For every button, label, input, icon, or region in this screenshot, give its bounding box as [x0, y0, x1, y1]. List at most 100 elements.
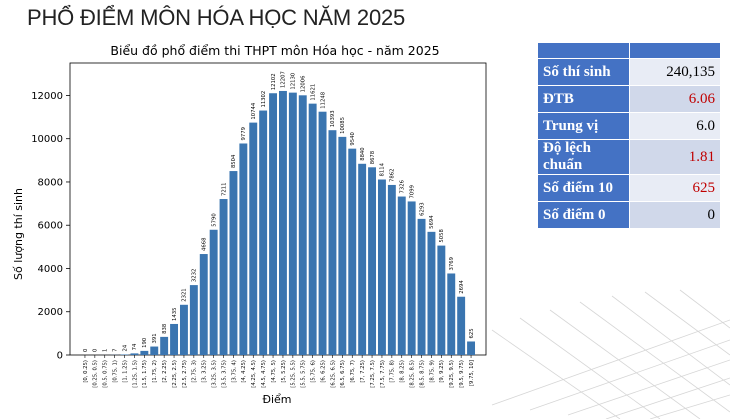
bar-data-label: 5694 [429, 215, 435, 229]
score-distribution-chart: Biểu đồ phổ điểm thi THPT môn Hóa học - … [12, 43, 487, 406]
x-tick-label: [7, 7.25) [360, 360, 366, 383]
x-tick-label: [1.5, 1.75) [142, 360, 148, 388]
chart-bar [368, 167, 377, 355]
x-tick-label: [3, 3.25) [202, 360, 208, 383]
x-tick-label: [3.5, 3.75) [221, 360, 227, 388]
x-tick-label: [6.5, 6.75) [340, 360, 346, 388]
x-tick-label: [8.25, 8.5) [409, 360, 415, 388]
x-tick-label: [8, 8.25) [400, 360, 406, 383]
stats-label: ĐTB [537, 85, 630, 113]
bar-data-label: 5058 [439, 228, 445, 242]
bar-data-label: 2694 [459, 280, 465, 294]
bar-data-label: 7211 [221, 183, 227, 196]
bar-data-label: 7 [112, 348, 118, 351]
chart-bar [447, 273, 456, 355]
chart-bar [150, 346, 159, 355]
chart-bar [318, 111, 327, 355]
chart-bar [170, 323, 179, 355]
bar-data-label: 2321 [182, 288, 188, 301]
x-tick-label: [3.25, 3.5) [211, 360, 217, 388]
x-tick-label: [2, 2.25) [162, 360, 168, 383]
y-tick-label: 2000 [38, 307, 63, 318]
x-tick-label: [5.75, 6) [310, 360, 316, 383]
x-tick-label: [0.25, 0.5) [93, 360, 99, 388]
stats-row-median: Trung vị 6.0 [537, 112, 721, 140]
plot-frame [69, 62, 487, 356]
chart-bar [160, 336, 169, 355]
chart-bar [140, 350, 149, 355]
x-tick-label: [9.25, 9.5) [449, 360, 455, 388]
x-tick-label: [2.5, 2.75) [182, 360, 188, 388]
bar-data-label: 391 [152, 333, 158, 343]
chart-bar [338, 136, 347, 355]
bar-data-label: 8678 [370, 150, 376, 164]
bar-data-label: 10744 [251, 102, 257, 119]
x-tick-label: [1, 1.25) [122, 360, 128, 383]
x-tick-label: [0, 0.25) [83, 360, 89, 383]
chart-bar [437, 245, 446, 355]
chart-bar [407, 201, 416, 355]
x-tick-label: [1.75, 2) [152, 360, 158, 383]
stats-label: Độ lệch chuẩn [537, 139, 630, 175]
stats-header-cell [628, 42, 721, 59]
stats-row-candidates: Số thí sinh 240,135 [537, 58, 721, 86]
chart-bar [189, 285, 198, 355]
x-tick-label: [1.25, 1.5) [132, 360, 138, 388]
chart-bar [328, 130, 337, 355]
bar-data-label: 8114 [380, 162, 386, 176]
chart-bar [457, 296, 466, 355]
stats-value: 6.0 [628, 112, 721, 140]
stats-value: 625 [628, 174, 721, 202]
x-tick-label: [3.75, 4) [231, 360, 237, 383]
x-tick-label: [6.25, 6.5) [330, 360, 336, 388]
bar-data-label: 3232 [192, 269, 198, 282]
chart-bar [249, 122, 258, 355]
y-tick-label: 6000 [38, 221, 63, 232]
chart-bar [219, 199, 228, 355]
x-tick-label: [2.75, 3) [192, 360, 198, 383]
chart-bar [259, 110, 268, 355]
stats-value: 1.81 [628, 139, 721, 175]
bar-data-label: 1435 [172, 307, 178, 320]
chart-bar [179, 304, 188, 355]
x-tick-label: [4.25, 4.5) [251, 360, 257, 388]
bar-data-label: 7862 [390, 168, 396, 181]
slide-title: PHỔ ĐIỂM MÔN HÓA HỌC NĂM 2025 [27, 5, 406, 30]
chart-bar [209, 229, 218, 355]
y-tick-label: 12000 [31, 91, 63, 102]
stats-table: Số thí sinh 240,135 ĐTB 6.06 Trung vị 6.… [537, 42, 721, 229]
chart-bar [298, 95, 307, 355]
bar-data-label: 625 [469, 328, 475, 338]
chart-bar [427, 231, 436, 355]
stats-row-perfect-scores: Số điểm 10 625 [537, 174, 721, 202]
bar-data-label: 9779 [241, 127, 247, 140]
stats-value: 6.06 [628, 85, 721, 113]
x-tick-label: [4, 4.25) [241, 360, 247, 383]
x-tick-label: [7.5, 7.75) [380, 360, 386, 388]
y-tick-label: 0 [57, 351, 63, 362]
bar-data-label: 7326 [400, 179, 406, 193]
stats-label: Số điểm 10 [537, 174, 630, 202]
bar-data-label: 11621 [310, 84, 316, 101]
chart-bar [278, 90, 287, 356]
chart-bar [377, 179, 386, 355]
stats-header-cell [537, 42, 630, 59]
chart-bar [387, 184, 396, 355]
x-tick-label: [0.5, 0.75) [103, 360, 109, 388]
chart-bar [269, 93, 278, 355]
bar-data-label: 3769 [449, 257, 455, 270]
bar-data-label: 190 [142, 337, 148, 348]
bar-data-label: 10085 [340, 117, 346, 134]
stats-header-row [537, 42, 721, 59]
y-axis-label: Số lượng thí sinh [12, 188, 25, 280]
chart-bar [308, 103, 317, 355]
bar-data-label: 4668 [202, 237, 208, 251]
chart-bar [229, 171, 238, 355]
bar-data-label: 0 [83, 348, 89, 352]
stats-label: Số thí sinh [537, 58, 630, 86]
chart-bar [417, 218, 426, 355]
chart-bar [239, 143, 248, 355]
chart-card: Biểu đồ phổ điểm thi THPT môn Hóa học - … [7, 38, 491, 415]
x-tick-label: [5.25, 5.5) [291, 360, 297, 388]
x-tick-label: [9.75, 10] [469, 360, 475, 386]
